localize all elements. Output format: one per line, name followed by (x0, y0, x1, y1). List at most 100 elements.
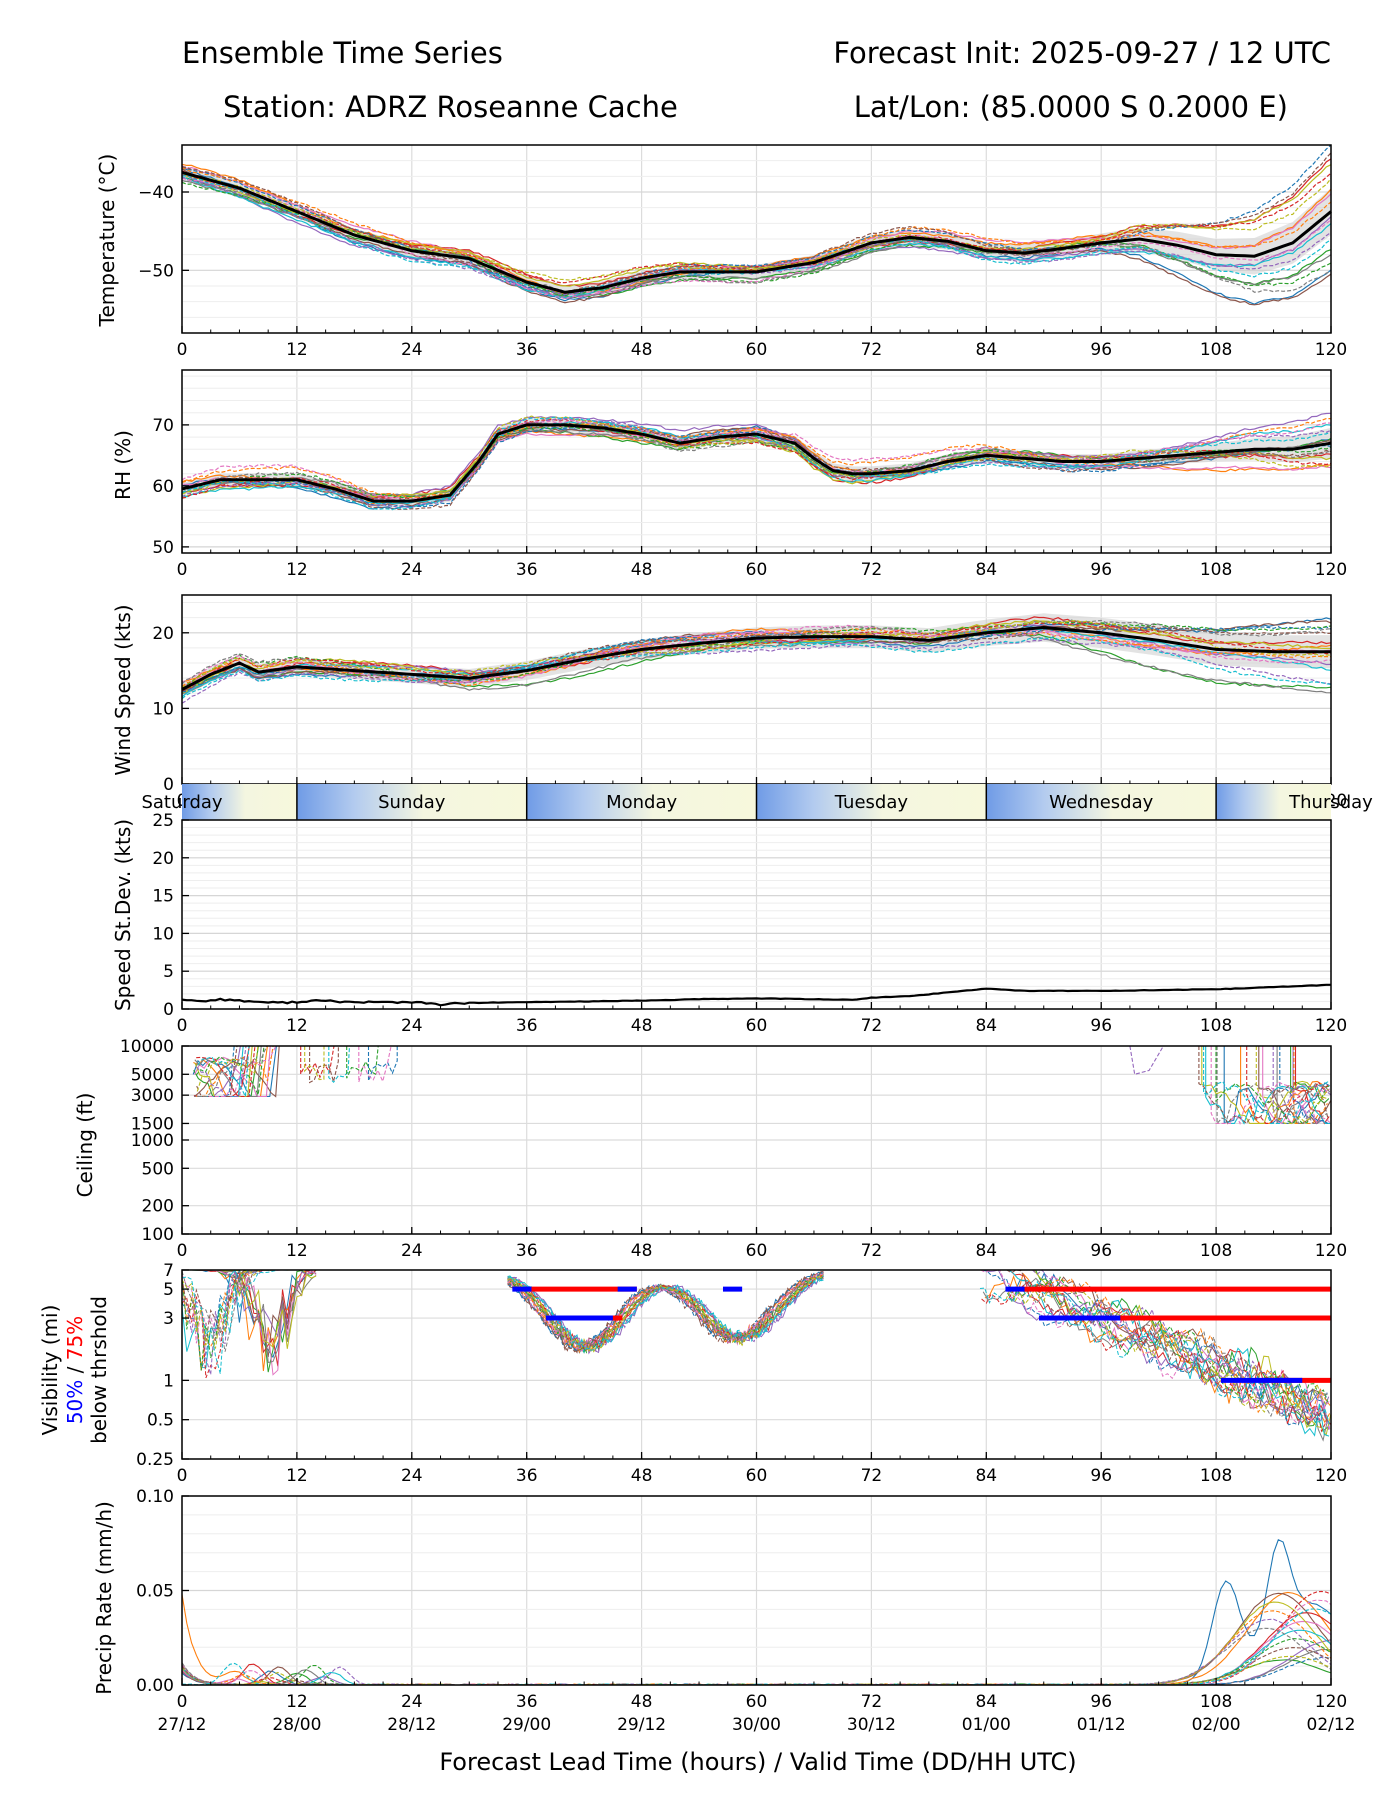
x-tick-label: 0 (177, 1692, 188, 1712)
x-tick-label: 96 (1090, 1466, 1112, 1486)
ceiling-member-line (1210, 1046, 1332, 1126)
ceiling-member-line (1201, 1046, 1327, 1124)
x-tick-label: 36 (516, 340, 538, 360)
temperature-panel: 0 12 24 36 48 60 72 84 96 108 120 −50 −40 Temperatur… (95, 144, 1347, 360)
visibility-member-line (181, 1269, 317, 1352)
day-label: Wednesday (1049, 792, 1154, 813)
ensemble-member-line (181, 412, 1332, 498)
y-tick-label: −50 (138, 261, 174, 281)
ensemble-member-line (181, 174, 1332, 293)
day-band (296, 784, 527, 820)
visibility-ylabel: Visibility (mi) (38, 1305, 62, 1436)
x-tick-label: 24 (401, 340, 423, 360)
valid-time-label: 28/12 (387, 1715, 436, 1735)
day-band (986, 784, 1217, 820)
ensemble-member-line (181, 416, 1332, 511)
visibility-threshold-bars (512, 1286, 1331, 1383)
x-tick-label: 12 (286, 1466, 308, 1486)
ceiling-member-line (195, 1045, 265, 1097)
speed-stdev-line (181, 983, 1331, 1007)
x-tick-label: 0 (177, 560, 188, 580)
x-tick-label: 72 (861, 1466, 883, 1486)
visibility-member-line (507, 1275, 824, 1354)
x-tick-label: 24 (401, 560, 423, 580)
day-label: Thursday (1288, 792, 1373, 813)
threshold-75-label: 75% (63, 1316, 87, 1360)
visibility-panel: 0 12 24 36 48 60 72 84 96 108 120 0.25 0.5 1 3 57 Visib… (38, 1261, 1347, 1486)
spread-band (182, 613, 1331, 698)
ensemble-member-line (181, 625, 1332, 692)
day-strip: Saturday Sunday Monday Tuesday Wednesday Thur… (141, 784, 1373, 820)
speed-stdev-panel: 0 12 24 36 48 60 72 84 96 108 120 0 5 10 15 20 25 Speed … (111, 811, 1347, 1036)
x-tick-label: 72 (861, 560, 883, 580)
x-tick-label: 72 (861, 340, 883, 360)
x-tick-label: 0 (177, 340, 188, 360)
ceiling-member-line (196, 1045, 277, 1098)
ensemble-mean-line (181, 170, 1332, 294)
ensemble-member-line (181, 621, 1332, 692)
day-label: Sunday (378, 792, 446, 813)
ensemble-member-line (181, 626, 1332, 693)
x-tick-label: 12 (286, 340, 308, 360)
x-tick-label: 60 (746, 1016, 768, 1036)
visibility-member-line (507, 1272, 824, 1354)
station-label: Station: ADRZ Roseanne Cache (223, 90, 678, 124)
x-tick-label: 48 (631, 1466, 653, 1486)
visibility-member-line (182, 1269, 317, 1359)
valid-time-label: 27/12 (158, 1715, 207, 1735)
x-tick-label: 108 (1200, 1466, 1232, 1486)
y-tick-label: 7 (163, 1261, 174, 1281)
x-tick-label: 48 (631, 340, 653, 360)
y-tick-label: 1500 (131, 1114, 174, 1134)
x-tick-label: 60 (746, 1241, 768, 1261)
ceiling-member-line (346, 1045, 379, 1079)
ensemble-member-line (181, 620, 1332, 688)
visibility-member-line (507, 1270, 824, 1354)
x-tick-label: 0 (177, 1466, 188, 1486)
ceiling-ylabel: Ceiling (ft) (73, 1093, 97, 1198)
temperature-mean-line (181, 170, 1332, 294)
ensemble-mean-line (181, 625, 1331, 691)
y-tick-label: 50 (152, 538, 174, 558)
x-tick-label: 84 (975, 1241, 997, 1261)
x-tick-label: 0 (177, 1016, 188, 1036)
ceiling-ticks: 0 12 24 36 48 60 72 84 96 108 120 100 200 500 10001500… (120, 1037, 1347, 1261)
visibility-member-line (507, 1275, 824, 1352)
ensemble-member-line (181, 624, 1331, 684)
y-tick-label: 0.25 (136, 1450, 174, 1470)
ensemble-member-line (181, 167, 1332, 294)
y-tick-label: 200 (142, 1197, 174, 1217)
x-tick-label: 120 (1315, 1692, 1347, 1712)
x-tick-label: 120 (1315, 1241, 1347, 1261)
visibility-member-line (181, 1269, 317, 1374)
visibility-member-line (979, 1280, 1330, 1425)
day-band (182, 784, 297, 820)
x-tick-label: 72 (861, 1241, 883, 1261)
rh-ylabel: RH (%) (111, 430, 135, 500)
x-tick-label: 48 (631, 1241, 653, 1261)
x-tick-label: 12 (286, 560, 308, 580)
y-tick-label: 20 (152, 849, 174, 869)
valid-time-label: 01/12 (1077, 1715, 1126, 1735)
x-tick-label: 0 (177, 1241, 188, 1261)
ensemble-member-line (181, 422, 1332, 499)
x-tick-label: 120 (1315, 1466, 1347, 1486)
x-tick-label: 96 (1090, 340, 1112, 360)
x-tick-label: 36 (516, 1016, 538, 1036)
x-tick-label: 60 (746, 1466, 768, 1486)
x-tick-label: 120 (1315, 560, 1347, 580)
visibility-member-line (982, 1277, 1329, 1442)
x-tick-label: 108 (1200, 340, 1232, 360)
ceiling-member-line (1240, 1046, 1328, 1124)
x-tick-label: 12 (286, 1241, 308, 1261)
valid-time-label: 01/00 (962, 1715, 1011, 1735)
x-tick-label: 84 (975, 340, 997, 360)
ceiling-grid (181, 1045, 1332, 1235)
visibility-member-line (980, 1269, 1331, 1424)
ceiling-member-line (1293, 1046, 1328, 1124)
ceiling-member-line (197, 1045, 250, 1099)
y-tick-label: 0.05 (136, 1582, 174, 1602)
x-tick-label: 72 (861, 1016, 883, 1036)
ceiling-member-line (195, 1045, 247, 1098)
